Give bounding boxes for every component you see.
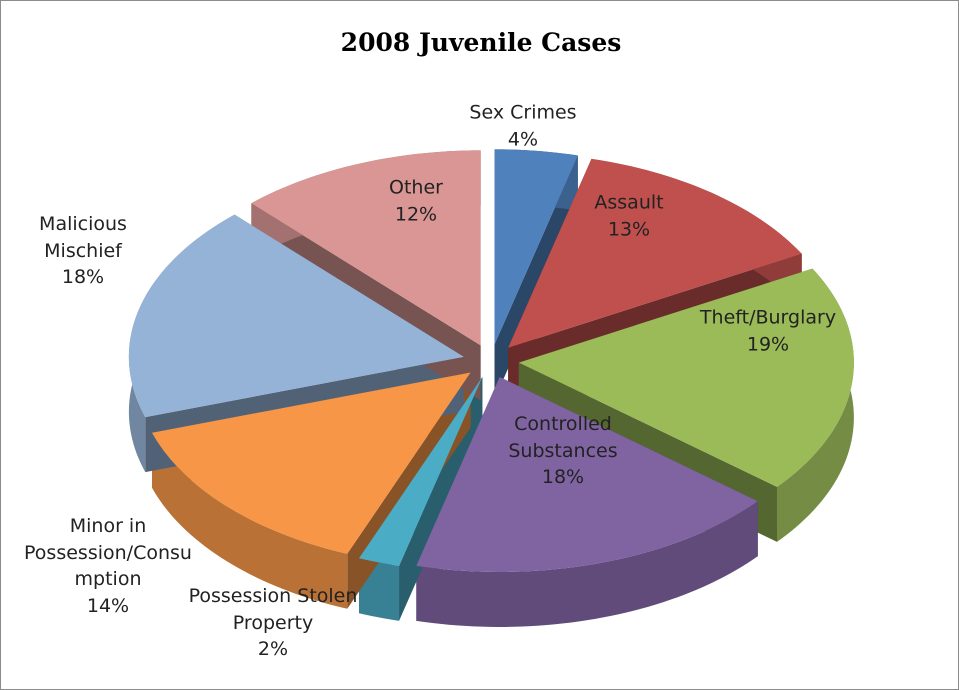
value-label: 4% <box>507 128 539 150</box>
value-label: 19% <box>746 333 790 355</box>
slice-wall <box>416 501 758 627</box>
data-label: Sex Crimes 4% <box>453 99 593 152</box>
data-label: Controlled Substances 18% <box>483 411 643 491</box>
slice <box>128 214 464 418</box>
value-label: 14% <box>86 594 130 617</box>
category-label: Other <box>389 176 443 199</box>
category-label: Controlled Substances <box>508 413 618 462</box>
data-label: Theft/Burglary 19% <box>683 304 853 357</box>
slice <box>494 149 578 345</box>
slice-wall <box>151 432 348 609</box>
chart-title: 2008 Juvenile Cases <box>341 28 622 57</box>
data-label: Assault 13% <box>569 189 689 242</box>
slice <box>416 376 758 572</box>
slice <box>251 150 481 346</box>
value-label: 18% <box>61 266 105 289</box>
slice <box>518 268 854 487</box>
slice <box>151 372 471 554</box>
category-label: Sex Crimes <box>469 101 577 124</box>
category-label: Assault <box>594 191 664 214</box>
data-label: Other 12% <box>366 174 466 227</box>
value-label: 18% <box>541 466 585 489</box>
category-label: Malicious Mischief <box>39 213 127 262</box>
category-label: Possession Stolen Property <box>188 585 358 634</box>
category-label: Minor in Possession/Consumption <box>24 514 192 590</box>
value-label: 12% <box>394 203 438 225</box>
category-label: Theft/Burglary <box>699 306 837 329</box>
value-label: 2% <box>257 638 289 661</box>
slice <box>359 376 483 566</box>
slice <box>508 158 802 348</box>
data-label: Malicious Mischief 18% <box>18 211 148 291</box>
data-label: Minor in Possession/Consumption 14% <box>23 513 193 619</box>
value-label: 13% <box>607 218 651 240</box>
data-label: Possession Stolen Property 2% <box>188 583 358 663</box>
